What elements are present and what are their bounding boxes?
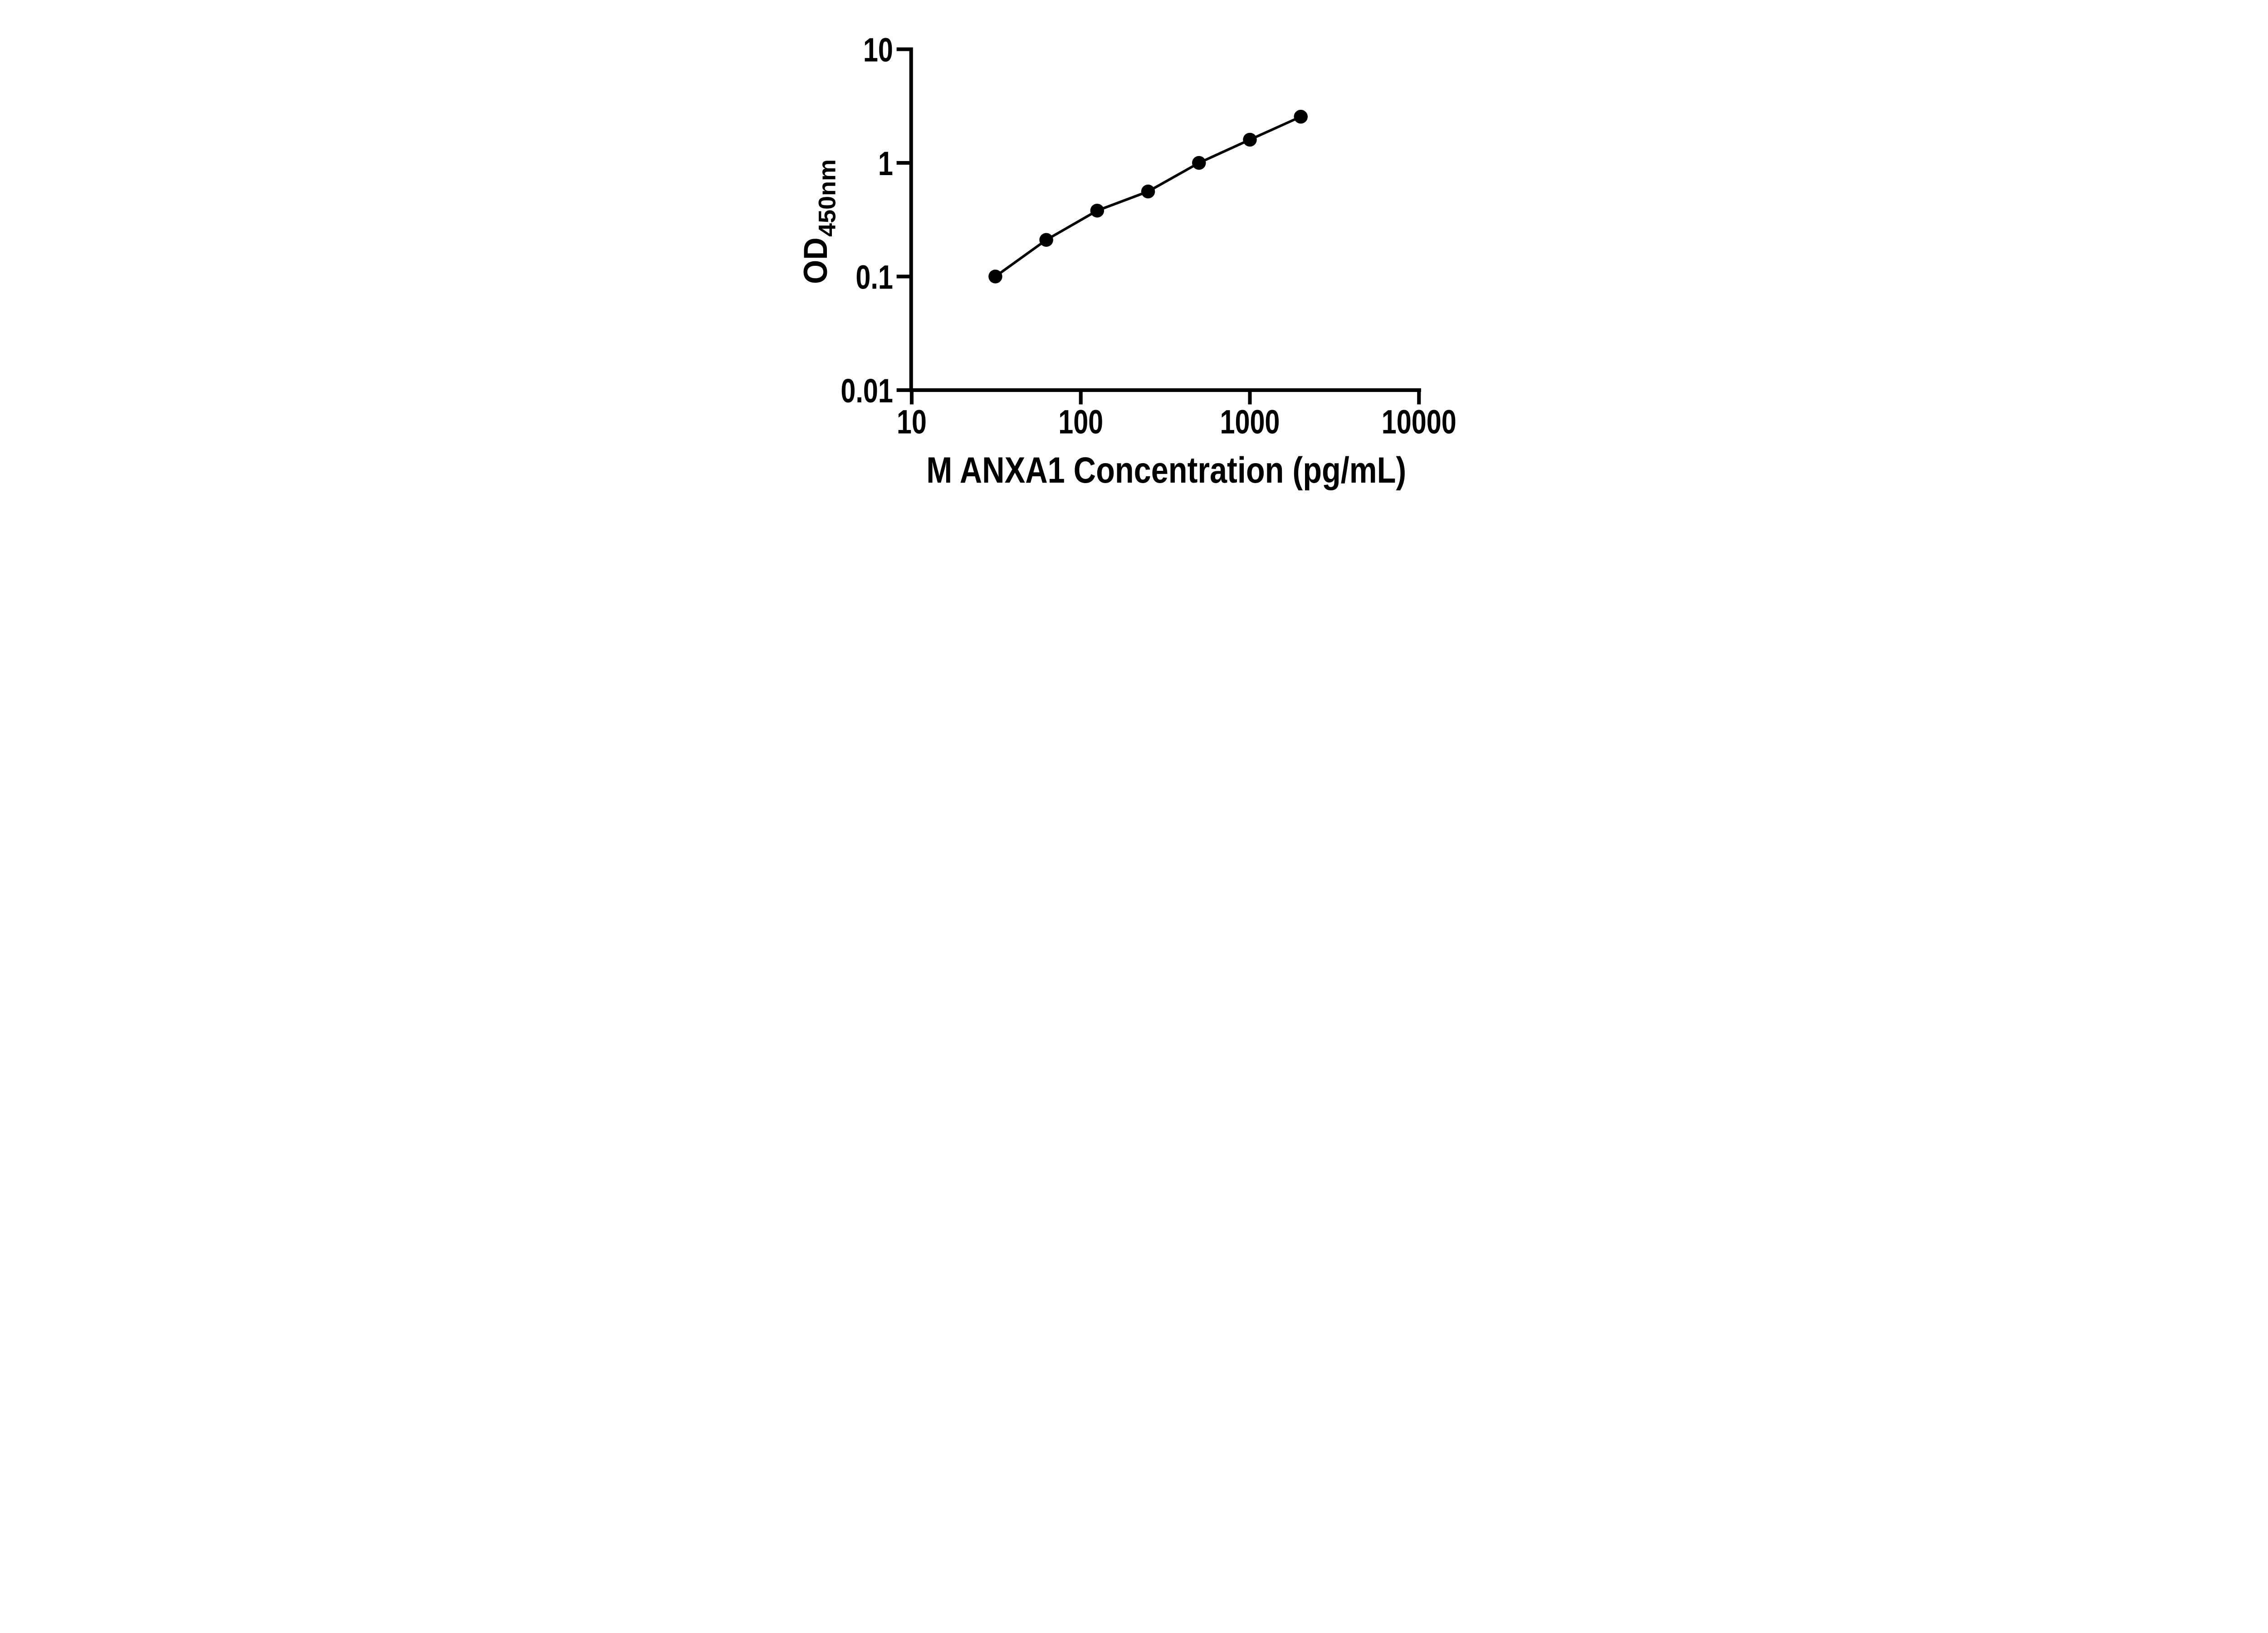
data-point-marker — [1243, 132, 1257, 147]
data-series-layer — [988, 109, 1308, 284]
y-axis-title: OD 450nm — [797, 159, 841, 284]
data-point-marker — [1090, 204, 1105, 218]
chart-background — [771, 0, 1497, 508]
y-tick-label: 0.01 — [841, 372, 893, 410]
data-point-marker — [988, 269, 1002, 284]
y-tick-label: 0.1 — [855, 258, 893, 296]
x-tick-label: 10 — [897, 402, 927, 440]
x-tick-label: 10000 — [1382, 402, 1457, 440]
y-axis-title-subscript: 450nm — [814, 159, 841, 237]
x-axis-title: M ANXA1 Concentration (pg/mL) — [926, 450, 1406, 491]
y-tick-label: 10 — [863, 30, 893, 68]
data-point-marker — [1192, 156, 1206, 170]
chart-canvas: 10 100 1000 10000 10 1 0.1 0.01 M ANXA1 Concent… — [771, 0, 1497, 508]
data-point-marker — [1141, 184, 1155, 199]
y-tick-label: 1 — [878, 144, 893, 182]
ticks-layer: 10 100 1000 10000 10 1 0.1 0.01 — [841, 30, 1456, 440]
data-point-marker — [1039, 233, 1053, 247]
x-tick-label: 100 — [1058, 402, 1103, 440]
data-point-marker — [1294, 109, 1308, 124]
x-tick-label: 1000 — [1220, 402, 1280, 440]
y-axis-title-main: OD — [797, 237, 834, 284]
elisa-standard-curve-figure: 10 100 1000 10000 10 1 0.1 0.01 M ANXA1 Concent… — [771, 0, 1497, 508]
